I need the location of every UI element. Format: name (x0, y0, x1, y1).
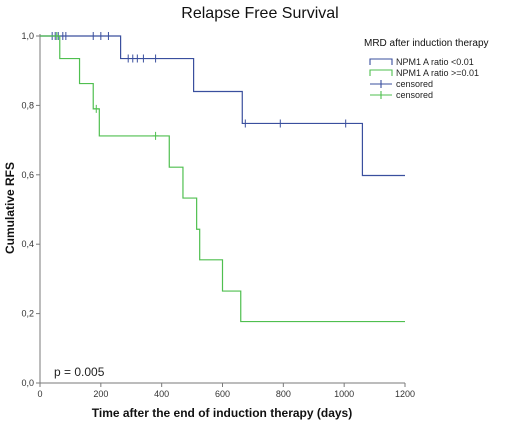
legend-label: censored (396, 79, 433, 89)
series-line-0 (40, 35, 405, 177)
censor-mark (242, 119, 249, 128)
y-tick-label: 0,6 (21, 170, 34, 180)
censor-mark (342, 119, 349, 128)
censor-mark (93, 104, 100, 113)
legend-swatch-line (369, 69, 393, 76)
legend-label: NPM1 A ratio >=0.01 (396, 68, 479, 78)
censor-mark (140, 54, 147, 63)
x-tick-label: 600 (215, 389, 230, 399)
x-axis-ticks: 0 200 400 600 800 1000 1200 (37, 383, 415, 399)
x-tick-label: 400 (154, 389, 169, 399)
chart-title: Relapse Free Survival (181, 5, 338, 22)
censor-mark (134, 54, 141, 63)
legend-swatch-censor (370, 91, 392, 99)
censor-mark (105, 32, 112, 40)
y-tick-label: 1,0 (21, 31, 34, 41)
x-tick-label: 200 (93, 389, 108, 399)
censor-mark (53, 32, 60, 40)
y-tick-label: 0,8 (21, 100, 34, 110)
censor-mark (152, 131, 159, 140)
y-axis-title: Cumulative RFS (3, 162, 17, 254)
x-axis-title: Time after the end of induction therapy … (92, 406, 352, 420)
censor-mark (97, 32, 104, 40)
p-value-annotation: p = 0.005 (54, 365, 105, 379)
x-tick-label: 1000 (334, 389, 354, 399)
censor-mark (90, 32, 97, 40)
legend-label: censored (396, 90, 433, 100)
y-tick-label: 0,2 (21, 309, 34, 319)
y-tick-label: 0,0 (21, 378, 34, 388)
legend-swatch-censor (370, 80, 392, 88)
legend-title: MRD after induction therapy (364, 38, 489, 49)
censor-mark (62, 32, 69, 40)
y-axis-ticks: 0,0 0,2 0,4 0,6 0,8 1,0 (21, 31, 40, 388)
legend-swatch-line (369, 58, 393, 65)
series-line-1 (40, 35, 405, 323)
y-tick-label: 0,4 (21, 239, 34, 249)
x-tick-label: 800 (276, 389, 291, 399)
chart-legend: MRD after induction therapy NPM1 A ratio… (364, 38, 489, 100)
censor-mark (277, 119, 284, 128)
series-layer (40, 32, 405, 323)
censor-mark (152, 54, 159, 63)
x-tick-label: 0 (37, 389, 42, 399)
legend-label: NPM1 A ratio <0.01 (396, 57, 474, 67)
x-tick-label: 1200 (395, 389, 415, 399)
